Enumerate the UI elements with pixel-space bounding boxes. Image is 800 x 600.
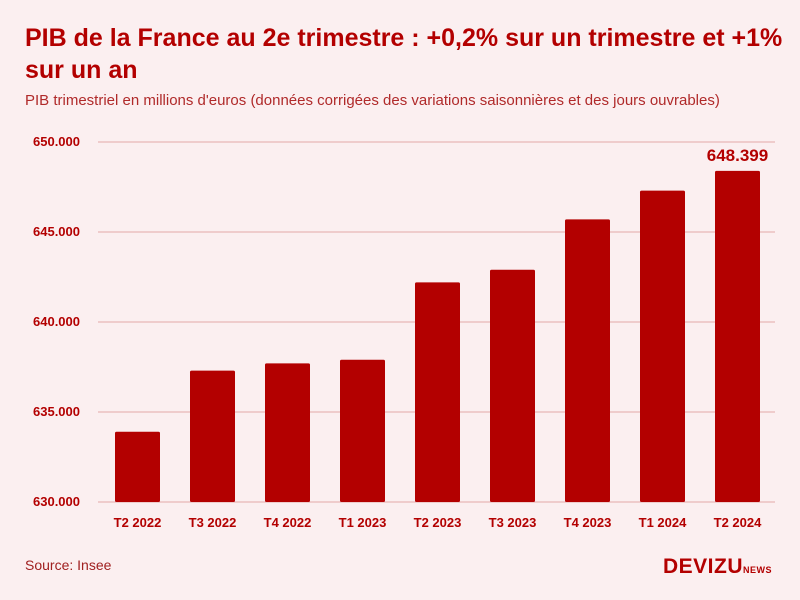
y-axis-tick-labels: 650.000 645.000 640.000 635.000 630.000 — [33, 134, 80, 509]
x-tick-label: T1 2024 — [639, 515, 687, 530]
data-label: 648.399 — [707, 146, 768, 165]
x-tick-label: T4 2022 — [264, 515, 312, 530]
source-note: Source: Insee — [25, 557, 112, 573]
bar — [565, 219, 610, 502]
bar — [490, 269, 535, 502]
devizu-logo: DEVIZUNEWS — [663, 555, 772, 579]
x-tick-label: T3 2023 — [489, 515, 537, 530]
bar — [340, 359, 385, 502]
y-tick-label: 635.000 — [33, 404, 80, 419]
y-tick-label: 650.000 — [33, 134, 80, 149]
y-tick-label: 645.000 — [33, 224, 80, 239]
y-tick-label: 630.000 — [33, 494, 80, 509]
x-tick-label: T1 2023 — [339, 515, 387, 530]
logo-main-text: DEVIZU — [662, 555, 743, 578]
data-labels: 648.399 — [707, 146, 768, 165]
y-tick-label: 640.000 — [33, 314, 80, 329]
bar — [640, 190, 685, 502]
x-tick-label: T2 2022 — [114, 515, 162, 530]
x-axis-tick-labels: T2 2022 T3 2022 T4 2022 T1 2023 T2 2023 T3 20… — [114, 515, 762, 530]
x-tick-label: T3 2022 — [189, 515, 237, 530]
x-tick-label: T2 2023 — [414, 515, 462, 530]
chart-title: PIB de la France au 2e trimestre : +0,2%… — [25, 24, 783, 84]
bar — [265, 363, 310, 502]
bar — [715, 170, 760, 502]
bar — [415, 282, 460, 502]
chart-subtitle: PIB trimestriel en millions d'euros (don… — [25, 92, 720, 109]
bar-chart: 650.000 645.000 640.000 635.000 630.000 T2 2… — [33, 134, 775, 530]
x-tick-label: T4 2023 — [564, 515, 612, 530]
bar — [115, 431, 160, 502]
x-tick-label: T2 2024 — [714, 515, 762, 530]
bar — [190, 370, 235, 502]
bars — [115, 170, 760, 502]
logo-sub-text: NEWS — [743, 565, 772, 575]
